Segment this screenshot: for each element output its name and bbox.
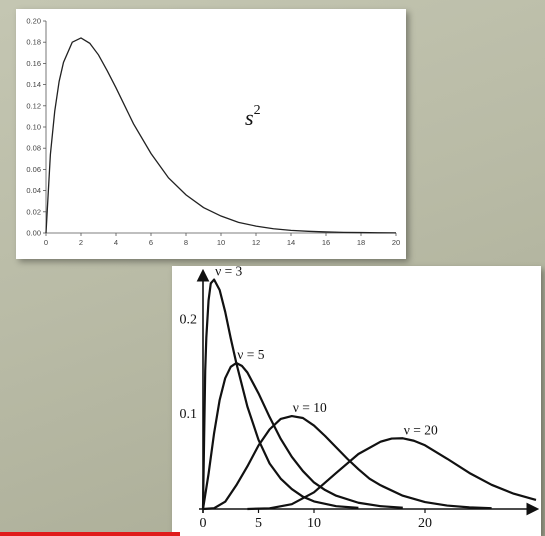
series-label: ν = 3 xyxy=(215,266,242,279)
chi-square-density-chart: 0.1 0.2 0 5 10 20 ν = 3 ν = 5 ν = 10 ν = 20 xyxy=(180,266,540,531)
y-tick-label: 0.1 xyxy=(180,407,198,422)
x-tick-label: 8 xyxy=(184,238,188,247)
chi-square-chart-panel: 0.1 0.2 0 5 10 20 ν = 3 ν = 5 ν = 10 ν = 20 xyxy=(172,266,541,536)
sample-variance-density-chart: 0.00 0.02 0.04 0.06 0.08 0.10 0.12 0.14 0.16 0.18… xyxy=(26,17,400,248)
chi-square-curve xyxy=(201,361,403,510)
x-tick-label: 0 xyxy=(200,516,207,531)
x-tick-label: 18 xyxy=(357,238,365,247)
y-tick-label: 0.08 xyxy=(26,144,41,153)
y-tick-label: 0.10 xyxy=(26,123,41,132)
x-tick-label: 12 xyxy=(252,238,260,247)
y-tick-label: 0.02 xyxy=(26,207,41,216)
x-tick-label: 20 xyxy=(418,516,432,531)
chi-square-curve xyxy=(201,278,359,510)
y-tick-label: 0.12 xyxy=(26,101,41,110)
x-tick-label: 6 xyxy=(149,238,153,247)
x-tick-label: 10 xyxy=(217,238,225,247)
x-tick-label: 20 xyxy=(392,238,400,247)
density-curve xyxy=(45,37,397,234)
y-tick-label: 0.04 xyxy=(26,186,41,195)
series-label: ν = 10 xyxy=(293,400,327,415)
y-tick-label: 0.20 xyxy=(26,17,41,26)
y-tick-label: 0.14 xyxy=(26,80,41,89)
chi-square-curve xyxy=(202,415,492,511)
video-progress-bar[interactable] xyxy=(0,532,180,536)
chi-square-curve xyxy=(247,437,537,511)
x-tick-label: 14 xyxy=(287,238,295,247)
y-tick-label: 0.06 xyxy=(26,165,41,174)
y-tick-label: 0.18 xyxy=(26,38,41,47)
x-tick-label: 10 xyxy=(307,516,321,531)
x-tick-label: 2 xyxy=(79,238,83,247)
y-tick-label: 0.16 xyxy=(26,59,41,68)
x-tick-label: 16 xyxy=(322,238,330,247)
series-label: ν = 20 xyxy=(404,422,438,437)
s-squared-annotation: s2 xyxy=(245,103,261,130)
x-tick-label: 4 xyxy=(114,238,118,247)
sample-variance-chart-panel: 0.00 0.02 0.04 0.06 0.08 0.10 0.12 0.14 0.16 0.18… xyxy=(16,9,406,259)
y-tick-label: 0.2 xyxy=(180,312,198,327)
x-tick-label: 0 xyxy=(44,238,48,247)
x-tick-label: 5 xyxy=(255,516,262,531)
series-label: ν = 5 xyxy=(237,347,264,362)
y-tick-label: 0.00 xyxy=(26,229,41,238)
